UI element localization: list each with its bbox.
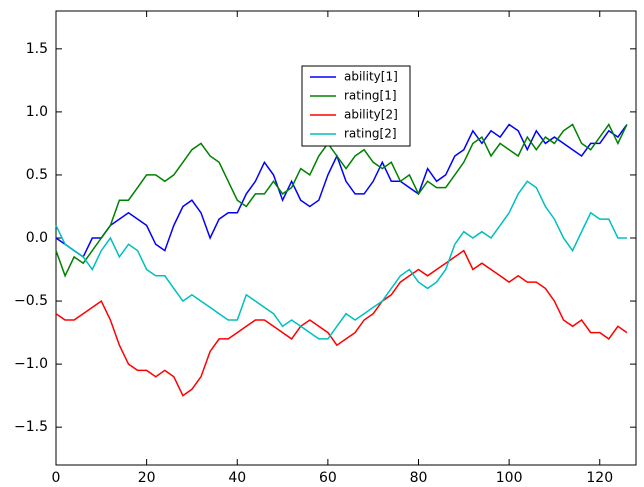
legend-label: rating[2] xyxy=(344,127,397,141)
y-tick-label: 0.5 xyxy=(26,167,48,183)
legend: ability[1] rating[1] ability[2] rating[2] xyxy=(301,65,411,147)
legend-label: rating[1] xyxy=(344,89,397,103)
series-line xyxy=(55,123,628,278)
legend-label: ability[2] xyxy=(344,108,398,122)
legend-box xyxy=(301,65,411,147)
series-line xyxy=(55,180,627,340)
x-tick-label: 40 xyxy=(228,470,246,486)
y-tick-label: −1.5 xyxy=(14,419,48,435)
x-tick-label: 60 xyxy=(319,470,337,486)
x-tick-label: 100 xyxy=(496,470,523,486)
x-tick-label: 20 xyxy=(138,470,156,486)
x-tick-label: 120 xyxy=(586,470,613,486)
x-tick-label: 80 xyxy=(410,470,428,486)
x-tick-label: 0 xyxy=(52,470,61,486)
y-tick-label: 0.0 xyxy=(26,230,48,246)
y-tick-label: 1.5 xyxy=(26,41,48,57)
y-tick-label: −0.5 xyxy=(14,293,48,309)
y-tick-label: 1.0 xyxy=(26,104,48,120)
legend-label: ability[1] xyxy=(344,70,398,84)
y-tick-label: −1.0 xyxy=(14,356,48,372)
series-line xyxy=(55,249,628,397)
series-line xyxy=(55,123,628,259)
